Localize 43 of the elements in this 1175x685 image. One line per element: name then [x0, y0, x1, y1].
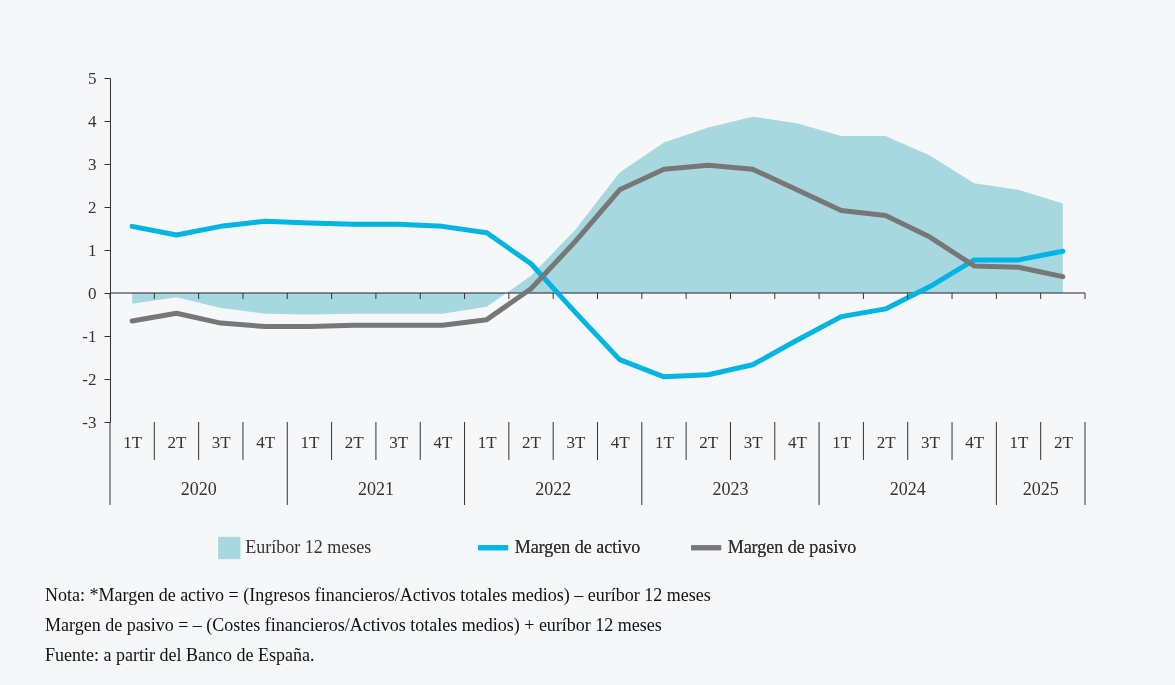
- x-tick-label: 2T: [876, 432, 897, 452]
- x-tick-label: 3T: [743, 432, 764, 452]
- y-tick-label: 1: [88, 240, 97, 260]
- x-tick-label: 4T: [965, 432, 985, 452]
- y-tick-label: 0: [88, 283, 97, 303]
- x-tick-label: 4T: [787, 432, 808, 452]
- text: 2021: [357, 479, 394, 499]
- x-tick-label: 2T: [1053, 432, 1074, 452]
- x-tick-label: 4T: [610, 432, 631, 452]
- x-tick-label: 1T: [300, 432, 320, 452]
- x-tick-label: 3T: [920, 432, 941, 452]
- y-tick-label: 2: [88, 197, 97, 217]
- x-tick-label: 3T: [389, 432, 409, 452]
- text: Nota: *Margen de activo = (Ingresos financieros/Activos totales medios) – euríbor 12 meses: [45, 585, 711, 606]
- x-tick-label: 1T: [655, 432, 675, 452]
- y-tick-label: -1: [82, 326, 97, 346]
- source-note: Fuente: a partir del Banco de España.: [45, 645, 315, 665]
- x-tick-label: 1T: [832, 432, 852, 452]
- y-tick-label: 4: [88, 111, 97, 131]
- text: 2023: [712, 479, 749, 499]
- y-tick-label: 3: [88, 154, 97, 174]
- y-tick-label: 5: [88, 68, 97, 88]
- legend-label: Margen de pasivo: [727, 536, 857, 557]
- legend-label: Euríbor 12 meses: [245, 537, 372, 557]
- text: Margen de pasivo = – (Costes financieros/Activos totales medios) + euríbor 12 meses: [45, 615, 662, 636]
- legend-label: Margen de activo: [514, 536, 641, 557]
- x-tick-label: 4T: [433, 432, 453, 452]
- y-tick-label: -2: [82, 369, 97, 389]
- text: 2024: [889, 479, 926, 499]
- x-tick-label: 2T: [522, 432, 542, 452]
- x-tick-label: 2T: [699, 432, 719, 452]
- x-tick-label: 1T: [477, 432, 498, 452]
- x-tick-label: 1T: [123, 432, 143, 452]
- x-tick-label: 2T: [344, 432, 365, 452]
- x-tick-label: 4T: [256, 432, 276, 452]
- text: 2022: [535, 479, 572, 499]
- text: 2020: [180, 479, 217, 499]
- text: 2025: [1022, 479, 1059, 499]
- y-tick-label: -3: [82, 412, 97, 432]
- x-tick-label: 3T: [211, 432, 232, 452]
- x-tick-label: 3T: [566, 432, 586, 452]
- x-tick-label: 2T: [167, 432, 188, 452]
- x-tick-label: 1T: [1009, 432, 1030, 452]
